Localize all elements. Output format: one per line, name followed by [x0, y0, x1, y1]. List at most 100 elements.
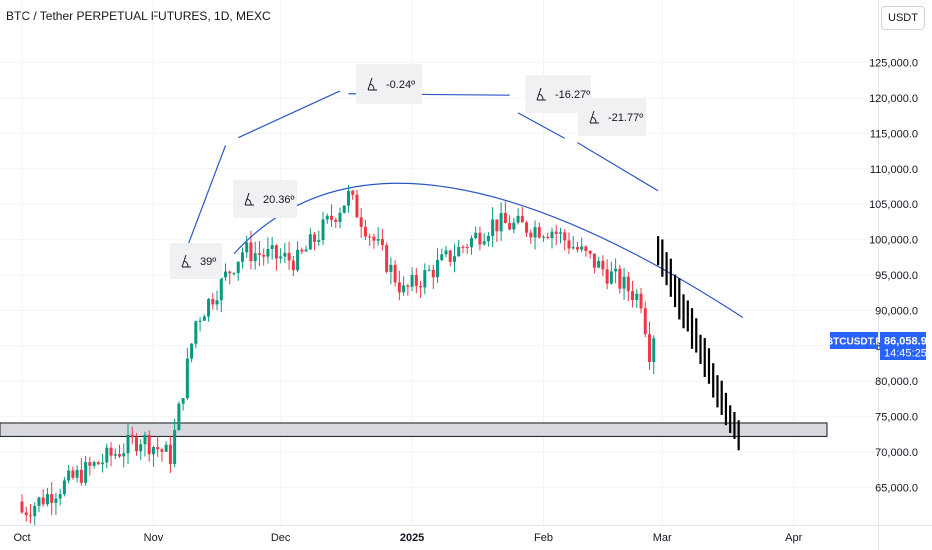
candle-body: [601, 260, 605, 270]
y-tick-label: 125,000.0: [869, 58, 918, 70]
x-tick-label: Mar: [653, 532, 672, 544]
candle-body: [71, 470, 75, 478]
candle-body: [609, 271, 613, 284]
candle-body: [346, 190, 350, 206]
candle-body: [321, 219, 325, 241]
arc-curve: [233, 182, 744, 318]
projection-bar: [657, 236, 660, 266]
x-tick-label: Feb: [534, 532, 553, 544]
angle-icon: [589, 110, 599, 124]
candle-body: [457, 246, 461, 257]
candle-body: [626, 276, 630, 292]
symbol-badge-text: BTCUSDT.P: [826, 337, 882, 348]
projection-bar: [720, 380, 723, 415]
candle-body: [304, 249, 308, 252]
projection-bar: [661, 239, 664, 277]
angle-label-box[interactable]: -21.77º: [578, 98, 646, 136]
angle-label-box[interactable]: -0.24º: [356, 64, 422, 104]
candle-body: [28, 515, 32, 517]
projection-bar: [686, 300, 689, 332]
candle-body: [648, 334, 652, 362]
candle-body: [37, 497, 41, 506]
projection-bar: [724, 392, 728, 426]
candle-body: [313, 234, 317, 242]
candle-body: [342, 205, 346, 213]
candle-body: [529, 232, 533, 238]
candle-body: [122, 453, 126, 457]
candle-body: [363, 226, 367, 237]
candle-body: [537, 227, 541, 238]
candle-body: [605, 269, 609, 284]
candle-body: [45, 494, 49, 505]
candle-body: [287, 252, 291, 261]
candle-body: [168, 444, 172, 465]
projection-bar: [690, 308, 694, 349]
time-axis[interactable]: Oct Nov Dec 2025 Feb Mar Apr: [0, 525, 878, 545]
candles: [20, 185, 656, 527]
candle-body: [118, 454, 122, 457]
candle-body: [139, 444, 143, 452]
candle-body: [380, 239, 384, 246]
candle-body: [351, 190, 355, 195]
projection-bar: [669, 258, 672, 297]
candle-body: [554, 231, 558, 234]
angle-label-box[interactable]: 39º: [170, 243, 222, 279]
y-tick-label: 115,000.0: [870, 128, 918, 140]
candle-body: [499, 213, 503, 232]
candle-body: [54, 498, 58, 503]
candle-body: [376, 239, 380, 241]
candle-body: [635, 293, 639, 300]
angle-label-bg: [356, 64, 422, 104]
candle-body: [567, 240, 571, 249]
candle-body: [639, 293, 643, 309]
candle-body: [101, 462, 105, 465]
angle-label-box[interactable]: 20.36º: [233, 180, 297, 218]
candle-body: [486, 235, 490, 242]
angle-icon: [181, 254, 191, 268]
price-axis[interactable]: 65,000.070,000.075,000.080,000.085,000.0…: [869, 0, 918, 550]
candle-body: [520, 215, 524, 223]
candle-body: [181, 398, 185, 404]
angle-icon: [244, 192, 254, 206]
projection-bar: [678, 278, 681, 320]
projection-bar: [703, 338, 706, 377]
y-tick-label: 110,000.0: [870, 164, 918, 176]
candle-body: [279, 256, 283, 259]
candle-body: [508, 223, 512, 230]
candle-body: [368, 236, 372, 238]
candle-body: [469, 238, 473, 248]
candle-body: [372, 236, 376, 241]
candle-body: [84, 462, 88, 483]
candle-body: [389, 264, 393, 272]
projection-bar: [695, 318, 698, 353]
y-tick-label: 90,000.0: [875, 305, 918, 317]
candle-body: [452, 256, 456, 262]
candle-body: [588, 250, 592, 254]
x-tick-label: Dec: [271, 532, 291, 544]
candle-body: [105, 447, 109, 463]
candle-body: [436, 260, 440, 278]
candle-body: [156, 447, 160, 450]
candle-body: [503, 213, 507, 224]
candle-body: [631, 291, 635, 300]
currency-button[interactable]: USDT: [881, 6, 925, 30]
projection-bar: [707, 348, 711, 384]
candle-body: [143, 435, 147, 445]
angle-label-bg: [170, 243, 222, 279]
angle-icon: [367, 77, 377, 91]
candle-body: [126, 434, 130, 454]
candle-body: [308, 234, 312, 250]
candle-body: [597, 260, 601, 268]
candle-body: [478, 232, 482, 245]
last-price-label: 86,058.9: [884, 336, 927, 348]
candle-body: [109, 447, 113, 456]
projection-bar: [716, 375, 719, 408]
candle-body: [92, 462, 96, 466]
candle-body: [211, 299, 215, 305]
candle-body: [164, 444, 168, 452]
candle-body: [185, 358, 189, 399]
candle-body: [262, 254, 266, 257]
candle-body: [334, 219, 338, 222]
